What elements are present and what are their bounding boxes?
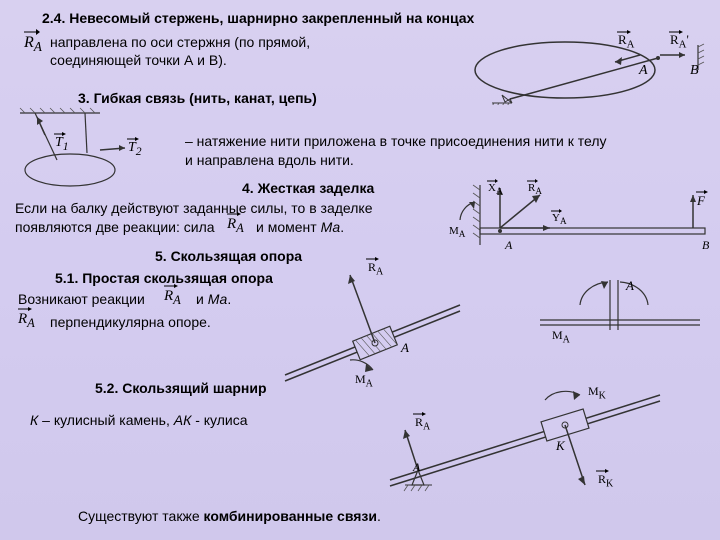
- vector-arrow-icon: [550, 209, 562, 214]
- dia52-RK: RK: [598, 472, 613, 489]
- section-5-2-title: 5.2. Скользящий шарнир: [95, 380, 267, 396]
- dia52-MK: MK: [588, 384, 606, 401]
- vector-arrow-icon: [162, 283, 178, 289]
- vector-arrow-icon: [615, 29, 631, 35]
- section-5-2-text: К – кулисный камень, АК - кулиса: [30, 412, 248, 428]
- dia4-YA: YA: [552, 212, 567, 226]
- section-4-text3: и момент Ма.: [256, 219, 344, 235]
- dia24-B: B: [690, 63, 699, 79]
- dia24-A: A: [639, 63, 648, 79]
- section-2-4-text: направлена по оси стержня (по прямой, со…: [50, 33, 360, 69]
- section-5-1-text3: перпендикулярна опоре.: [50, 314, 211, 330]
- vector-arrow-icon: [16, 306, 32, 312]
- section-3-text: – натяжение нити приложена в точке присо…: [185, 132, 615, 170]
- dia52-RA: RA: [415, 415, 430, 432]
- symbol-RA-51: RA: [164, 288, 181, 308]
- diagram-fixed-support: [445, 180, 715, 260]
- vector-arrow-icon: [22, 28, 40, 36]
- vector-arrow-icon: [595, 469, 609, 474]
- symbol-A-sub: A: [34, 39, 42, 54]
- dia4-A: A: [505, 238, 512, 253]
- vector-arrow-icon: [486, 179, 498, 184]
- vector-arrow-icon: [365, 257, 379, 262]
- diagram-slider-right: [530, 270, 710, 370]
- dia51b-A: A: [626, 278, 634, 294]
- symbol-RA-4: RA: [227, 216, 244, 236]
- dia51b-MA: MA: [552, 328, 570, 345]
- section-5-1-text1: Возникают реакции: [18, 291, 145, 307]
- dia52-K: K: [556, 438, 565, 454]
- vector-arrow-icon: [52, 131, 66, 137]
- dia4-XA: XA: [488, 182, 503, 196]
- dia4-B: B: [702, 238, 709, 253]
- vector-arrow-icon: [526, 179, 538, 184]
- vector-arrow-icon: [694, 189, 708, 195]
- dia3-T2: T2: [128, 140, 142, 158]
- section-4-text2: появляются две реакции: сила: [15, 219, 215, 235]
- dia4-RA: RA: [528, 182, 542, 196]
- dia4-MA: MA: [449, 225, 465, 239]
- symbol-R: R: [24, 34, 34, 51]
- diagram-threads: [15, 105, 175, 190]
- dia4-F: F: [697, 193, 705, 209]
- vector-arrow-icon: [225, 211, 241, 217]
- diagram-sliding-hinge: [370, 370, 690, 500]
- section-5-1-text2: и Ма.: [196, 291, 231, 307]
- dia52-A: A: [413, 460, 420, 475]
- vector-arrow-icon: [125, 136, 139, 142]
- section-2-4-title: 2.4. Невесомый стержень, шарнирно закреп…: [42, 10, 474, 26]
- dia3-T1: T1: [55, 135, 69, 153]
- dia51-A: A: [401, 340, 409, 356]
- vector-arrow-icon: [412, 412, 426, 417]
- dia51-RA: RA: [368, 260, 383, 277]
- symbol-RA-51b: RA: [18, 311, 35, 331]
- symbol-RA-1: RA: [24, 34, 42, 55]
- section-4-text1: Если на балку действуют заданные силы, т…: [15, 200, 373, 216]
- vector-arrow-icon: [667, 29, 683, 35]
- footer-text: Существуют также комбинированные связи.: [78, 508, 381, 524]
- section-4-title: 4. Жесткая заделка: [242, 180, 374, 196]
- section-3-title: 3. Гибкая связь (нить, канат, цепь): [78, 90, 317, 106]
